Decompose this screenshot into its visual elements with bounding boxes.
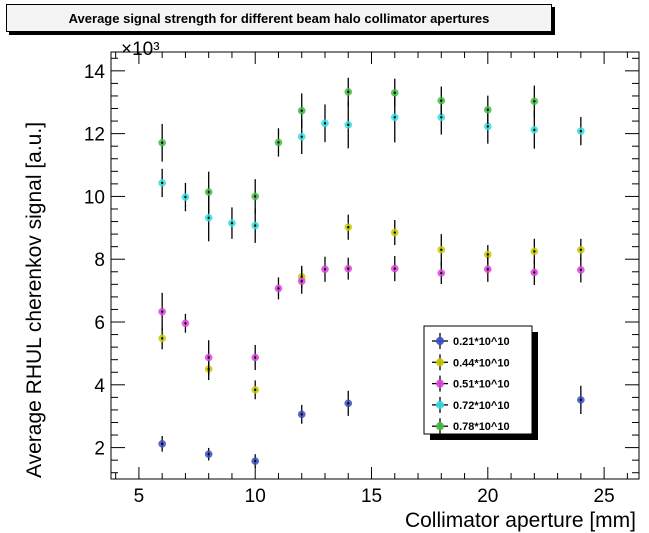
data-point-center xyxy=(184,322,187,325)
data-point-center xyxy=(160,310,164,313)
data-point-center xyxy=(579,268,583,272)
legend-label: 0.78*10^10 xyxy=(453,421,510,433)
series xyxy=(158,92,585,243)
data-point-center xyxy=(254,459,257,463)
data-point-center xyxy=(440,248,443,252)
y-tick-label: 10 xyxy=(84,187,105,208)
data-point-center xyxy=(533,271,536,274)
x-axis: 5 10 15 20 25 xyxy=(115,52,628,507)
legend-label: 0.72*10^10 xyxy=(453,400,510,412)
data-point-center xyxy=(393,91,396,95)
y-axis: 2 4 6 8 10 12 14 xyxy=(84,57,639,474)
legend-entry: 0.72*10^10 xyxy=(432,396,510,413)
legend-marker xyxy=(435,400,445,409)
data-point-center xyxy=(207,216,210,219)
x-tick-label: 25 xyxy=(594,486,615,507)
legend-marker xyxy=(435,358,445,367)
data-point-center xyxy=(207,190,210,194)
data-point-center xyxy=(347,123,350,127)
legend-marker xyxy=(435,422,445,431)
y-tick-label: 12 xyxy=(84,125,105,146)
legend-marker xyxy=(435,379,445,388)
data-point-center xyxy=(440,99,443,102)
data-point-center xyxy=(160,337,164,340)
x-tick-label: 10 xyxy=(245,486,266,507)
data-point-center xyxy=(254,224,257,227)
data-point-center xyxy=(277,141,280,144)
data-point-center xyxy=(300,109,303,112)
data-point-center xyxy=(393,231,396,234)
data-point-center xyxy=(277,287,280,290)
data-point-center xyxy=(347,225,350,229)
data-point-center xyxy=(347,90,350,94)
x-axis-title: Collimator aperture [mm] xyxy=(405,509,636,532)
data-point-center xyxy=(323,268,327,271)
data-point-center xyxy=(254,195,257,198)
legend-label: 0.44*10^10 xyxy=(453,357,510,369)
series-layer xyxy=(158,77,585,469)
data-point-center xyxy=(184,195,187,199)
legend-entry: 0.21*10^10 xyxy=(432,333,510,349)
data-point-center xyxy=(486,125,490,128)
x-tick-label: 20 xyxy=(477,486,498,507)
data-point-center xyxy=(300,279,303,283)
data-point-center xyxy=(254,388,257,392)
data-point-center xyxy=(300,135,303,138)
data-point-center xyxy=(440,116,443,119)
legend-entry: 0.44*10^10 xyxy=(432,354,510,371)
plot-frame xyxy=(110,51,640,480)
data-point-center xyxy=(207,356,210,359)
legend-entry: 0.51*10^10 xyxy=(432,375,510,392)
data-point-center xyxy=(160,442,164,446)
data-point-center xyxy=(579,129,583,133)
data-point-center xyxy=(533,250,536,253)
y-tick-label: 4 xyxy=(94,376,105,397)
data-point-center xyxy=(347,267,350,270)
data-point-center xyxy=(486,253,490,256)
data-point-center xyxy=(300,413,303,416)
legend-marker xyxy=(435,336,445,346)
data-point-center xyxy=(486,108,490,111)
x-tick-label: 15 xyxy=(361,486,382,507)
y-tick-label: 2 xyxy=(94,439,105,460)
y-tick-label: 14 xyxy=(84,62,106,83)
data-point-center xyxy=(160,141,164,144)
data-point-center xyxy=(533,100,536,103)
legend-entry: 0.78*10^10 xyxy=(432,418,510,435)
y-tick-label: 8 xyxy=(94,250,105,271)
data-point-center xyxy=(254,356,257,359)
y-tick-label: 6 xyxy=(94,313,105,334)
series xyxy=(158,256,585,375)
x-tick-label: 5 xyxy=(134,486,145,507)
data-point-center xyxy=(393,267,396,270)
chart-title: Average signal strength for different be… xyxy=(6,4,552,32)
y-axis-multiplier: ×10³ xyxy=(121,39,160,60)
series xyxy=(158,77,539,214)
data-point-center xyxy=(579,398,583,402)
legend-label: 0.21*10^10 xyxy=(453,336,510,348)
data-point-center xyxy=(160,181,164,185)
data-point-center xyxy=(347,402,350,405)
series xyxy=(158,385,585,469)
data-point-center xyxy=(230,221,234,225)
data-point-center xyxy=(486,268,490,271)
data-point-center xyxy=(323,122,327,125)
legend-label: 0.51*10^10 xyxy=(453,379,510,391)
legend: 0.21*10^10 0.44*10^10 0.51*10^10 0.72*10^10… xyxy=(423,325,538,440)
data-point-center xyxy=(440,271,443,275)
data-point-center xyxy=(393,116,396,119)
data-point-center xyxy=(533,128,536,132)
y-axis-title: Average RHUL cherenkov signal [a.u.] xyxy=(23,122,46,478)
data-point-center xyxy=(579,248,583,252)
data-point-center xyxy=(207,452,210,456)
